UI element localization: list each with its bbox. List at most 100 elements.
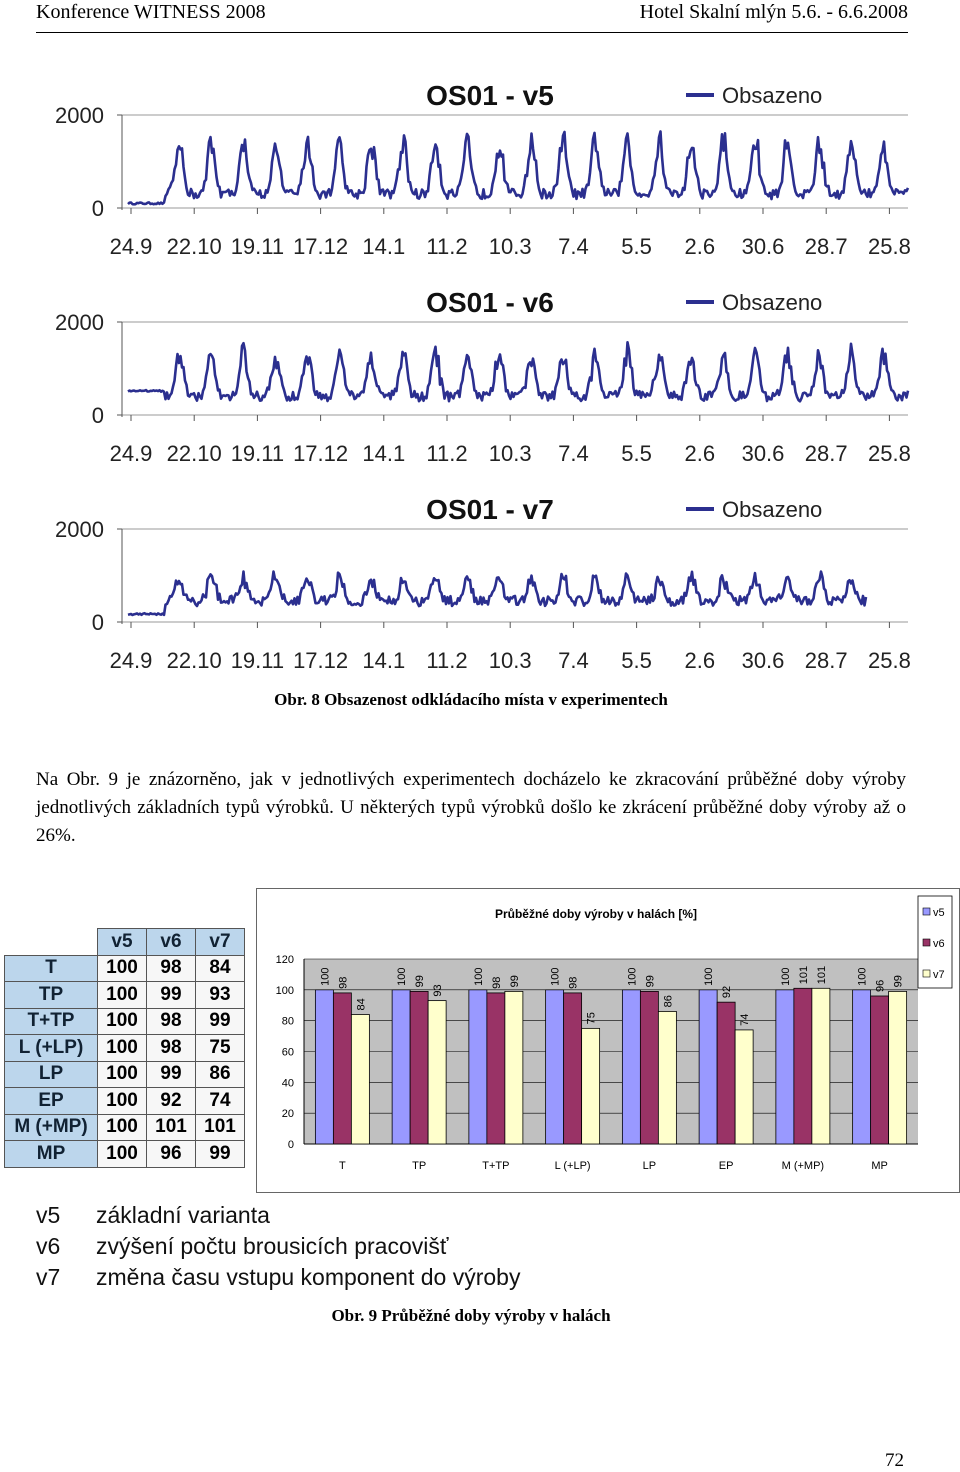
header-conference: Konference WITNESS 2008 bbox=[36, 1, 266, 23]
bar-value-label: 84 bbox=[355, 998, 367, 1010]
cell: 98 bbox=[146, 1007, 196, 1035]
x-category-label: MP bbox=[871, 1160, 888, 1172]
x-tick-label: 25.8 bbox=[868, 234, 911, 259]
bar-value-label: 100 bbox=[396, 967, 408, 985]
x-tick-label: 24.9 bbox=[110, 234, 153, 259]
x-tick-label: 19.11 bbox=[231, 234, 284, 259]
bar-value-label: 100 bbox=[550, 967, 562, 985]
x-category-label: T bbox=[339, 1160, 346, 1172]
bar-chart-title: Průběžné doby výroby v halách [%] bbox=[495, 907, 697, 921]
x-tick-label: 17.12 bbox=[293, 234, 348, 259]
bar-v6 bbox=[639, 990, 659, 1145]
bar-value-label: 99 bbox=[414, 975, 426, 987]
bar-value-label: 92 bbox=[721, 986, 733, 998]
bar-v6 bbox=[870, 995, 890, 1145]
x-category-label: TP bbox=[412, 1160, 426, 1172]
line-chart-1: OS01 - v5 Obsazeno 0 2000 24.9 22.10 19.11 17.1… bbox=[55, 80, 911, 259]
row-label: M (+MP) bbox=[4, 1113, 98, 1141]
row-label: TP bbox=[4, 981, 98, 1009]
cell: 100 bbox=[97, 1034, 147, 1062]
cell: 98 bbox=[146, 1034, 196, 1062]
bar-value-label: 101 bbox=[816, 966, 828, 984]
cell: 100 bbox=[97, 954, 147, 982]
legend-label: v5 bbox=[933, 907, 945, 919]
x-tick-label: 19.11 bbox=[231, 441, 284, 466]
throughput-bar-chart: Průběžné doby výroby v halách [%] 0 20 40 60… bbox=[256, 888, 960, 1193]
bar-value-label: 98 bbox=[337, 977, 349, 989]
bar-value-label: 101 bbox=[798, 966, 810, 984]
variant-row: v5 základní varianta bbox=[36, 1200, 520, 1231]
bar-value-label: 99 bbox=[644, 975, 656, 987]
y-tick-label: 20 bbox=[282, 1108, 294, 1120]
bar-v6 bbox=[563, 992, 583, 1145]
figure8-caption: Obr. 8 Obsazenost odkládacího místa v ex… bbox=[274, 690, 668, 709]
x-tick-label: 14.1 bbox=[362, 234, 405, 259]
x-tick-label: 25.8 bbox=[868, 441, 911, 466]
cell: 98 bbox=[146, 954, 196, 982]
variant-legend: v5 základní varianta v6 zvýšení počtu brou… bbox=[36, 1200, 520, 1293]
bar-v6 bbox=[793, 987, 813, 1145]
x-tick-label: 5.5 bbox=[621, 648, 652, 673]
x-tick-label: 24.9 bbox=[110, 441, 153, 466]
col-header-v6: v6 bbox=[146, 928, 196, 956]
x-tick-label: 14.1 bbox=[362, 441, 405, 466]
table-row: EP 100 92 74 bbox=[4, 1087, 245, 1115]
table-row: T 100 98 84 bbox=[4, 954, 245, 982]
x-tick-label: 22.10 bbox=[167, 648, 222, 673]
bar-v5 bbox=[468, 989, 488, 1145]
bar-value-label: 98 bbox=[568, 977, 580, 989]
bar-v6 bbox=[409, 990, 429, 1145]
bar-value-label: 100 bbox=[703, 967, 715, 985]
bar-v5 bbox=[545, 989, 565, 1145]
bar-v7 bbox=[657, 1011, 677, 1145]
cell: 99 bbox=[146, 981, 196, 1009]
bar-v6 bbox=[486, 992, 506, 1145]
x-tick-label: 5.5 bbox=[621, 234, 652, 259]
x-category-label: L (+LP) bbox=[555, 1160, 591, 1172]
cell: 100 bbox=[97, 1140, 147, 1168]
bar-v7 bbox=[504, 990, 524, 1145]
legend-swatch bbox=[922, 969, 931, 978]
x-tick-label: 14.1 bbox=[362, 648, 405, 673]
x-tick-label: 10.3 bbox=[489, 441, 532, 466]
y-tick-label: 0 bbox=[92, 196, 104, 221]
chart-title: OS01 - v5 bbox=[426, 80, 554, 111]
series-line-obsazeno bbox=[127, 341, 910, 403]
variant-row: v6 zvýšení počtu brousicích pracovišť bbox=[36, 1231, 520, 1262]
cell: 99 bbox=[195, 1007, 245, 1035]
x-category-label: M (+MP) bbox=[782, 1160, 824, 1172]
cell: 84 bbox=[195, 954, 245, 982]
bar-v5 bbox=[314, 989, 334, 1145]
bar-v7 bbox=[811, 987, 831, 1145]
cell: 99 bbox=[146, 1060, 196, 1088]
series-line-obsazeno bbox=[127, 130, 910, 206]
results-table: v5 v6 v7 T 100 98 84 TP 100 99 93 T+TP 100 98 99 … bbox=[4, 928, 245, 1168]
chart-title: OS01 - v6 bbox=[426, 287, 554, 318]
x-tick-label: 2.6 bbox=[685, 648, 716, 673]
line-chart-2: OS01 - v6 Obsazeno 0 2000 24.9 22.10 19.11 17.1… bbox=[55, 287, 911, 466]
bar-v7 bbox=[888, 990, 908, 1145]
row-label: LP bbox=[4, 1060, 98, 1088]
cell: 93 bbox=[195, 981, 245, 1009]
variant-key: v5 bbox=[36, 1202, 61, 1228]
header-venue: Hotel Skalní mlýn 5.6. - 6.6.2008 bbox=[639, 1, 908, 23]
y-tick-label: 2000 bbox=[55, 517, 104, 542]
y-tick-label: 0 bbox=[92, 403, 104, 428]
page-header: Konference WITNESS 2008 Hotel Skalní mlý… bbox=[36, 0, 908, 33]
bar-v7 bbox=[427, 1000, 447, 1145]
cell: 101 bbox=[195, 1113, 245, 1141]
table-row: LP 100 99 86 bbox=[4, 1060, 245, 1088]
bar-v5 bbox=[621, 989, 641, 1145]
x-tick-label: 10.3 bbox=[489, 648, 532, 673]
bar-value-label: 98 bbox=[491, 977, 503, 989]
cell: 86 bbox=[195, 1060, 245, 1088]
body-paragraph: Na Obr. 9 je znázorněno, jak v jednotliv… bbox=[36, 769, 906, 846]
table-row: TP 100 99 93 bbox=[4, 981, 245, 1009]
bar-value-label: 100 bbox=[857, 967, 869, 985]
x-tick-label: 22.10 bbox=[167, 234, 222, 259]
col-header-v7: v7 bbox=[195, 928, 245, 956]
table-row: L (+LP) 100 98 75 bbox=[4, 1034, 245, 1062]
bar-value-label: 100 bbox=[626, 967, 638, 985]
series-line-obsazeno bbox=[127, 570, 868, 617]
line-chart-3: OS01 - v7 Obsazeno 0 2000 24.9 22.10 19.11 17.1… bbox=[55, 494, 911, 673]
